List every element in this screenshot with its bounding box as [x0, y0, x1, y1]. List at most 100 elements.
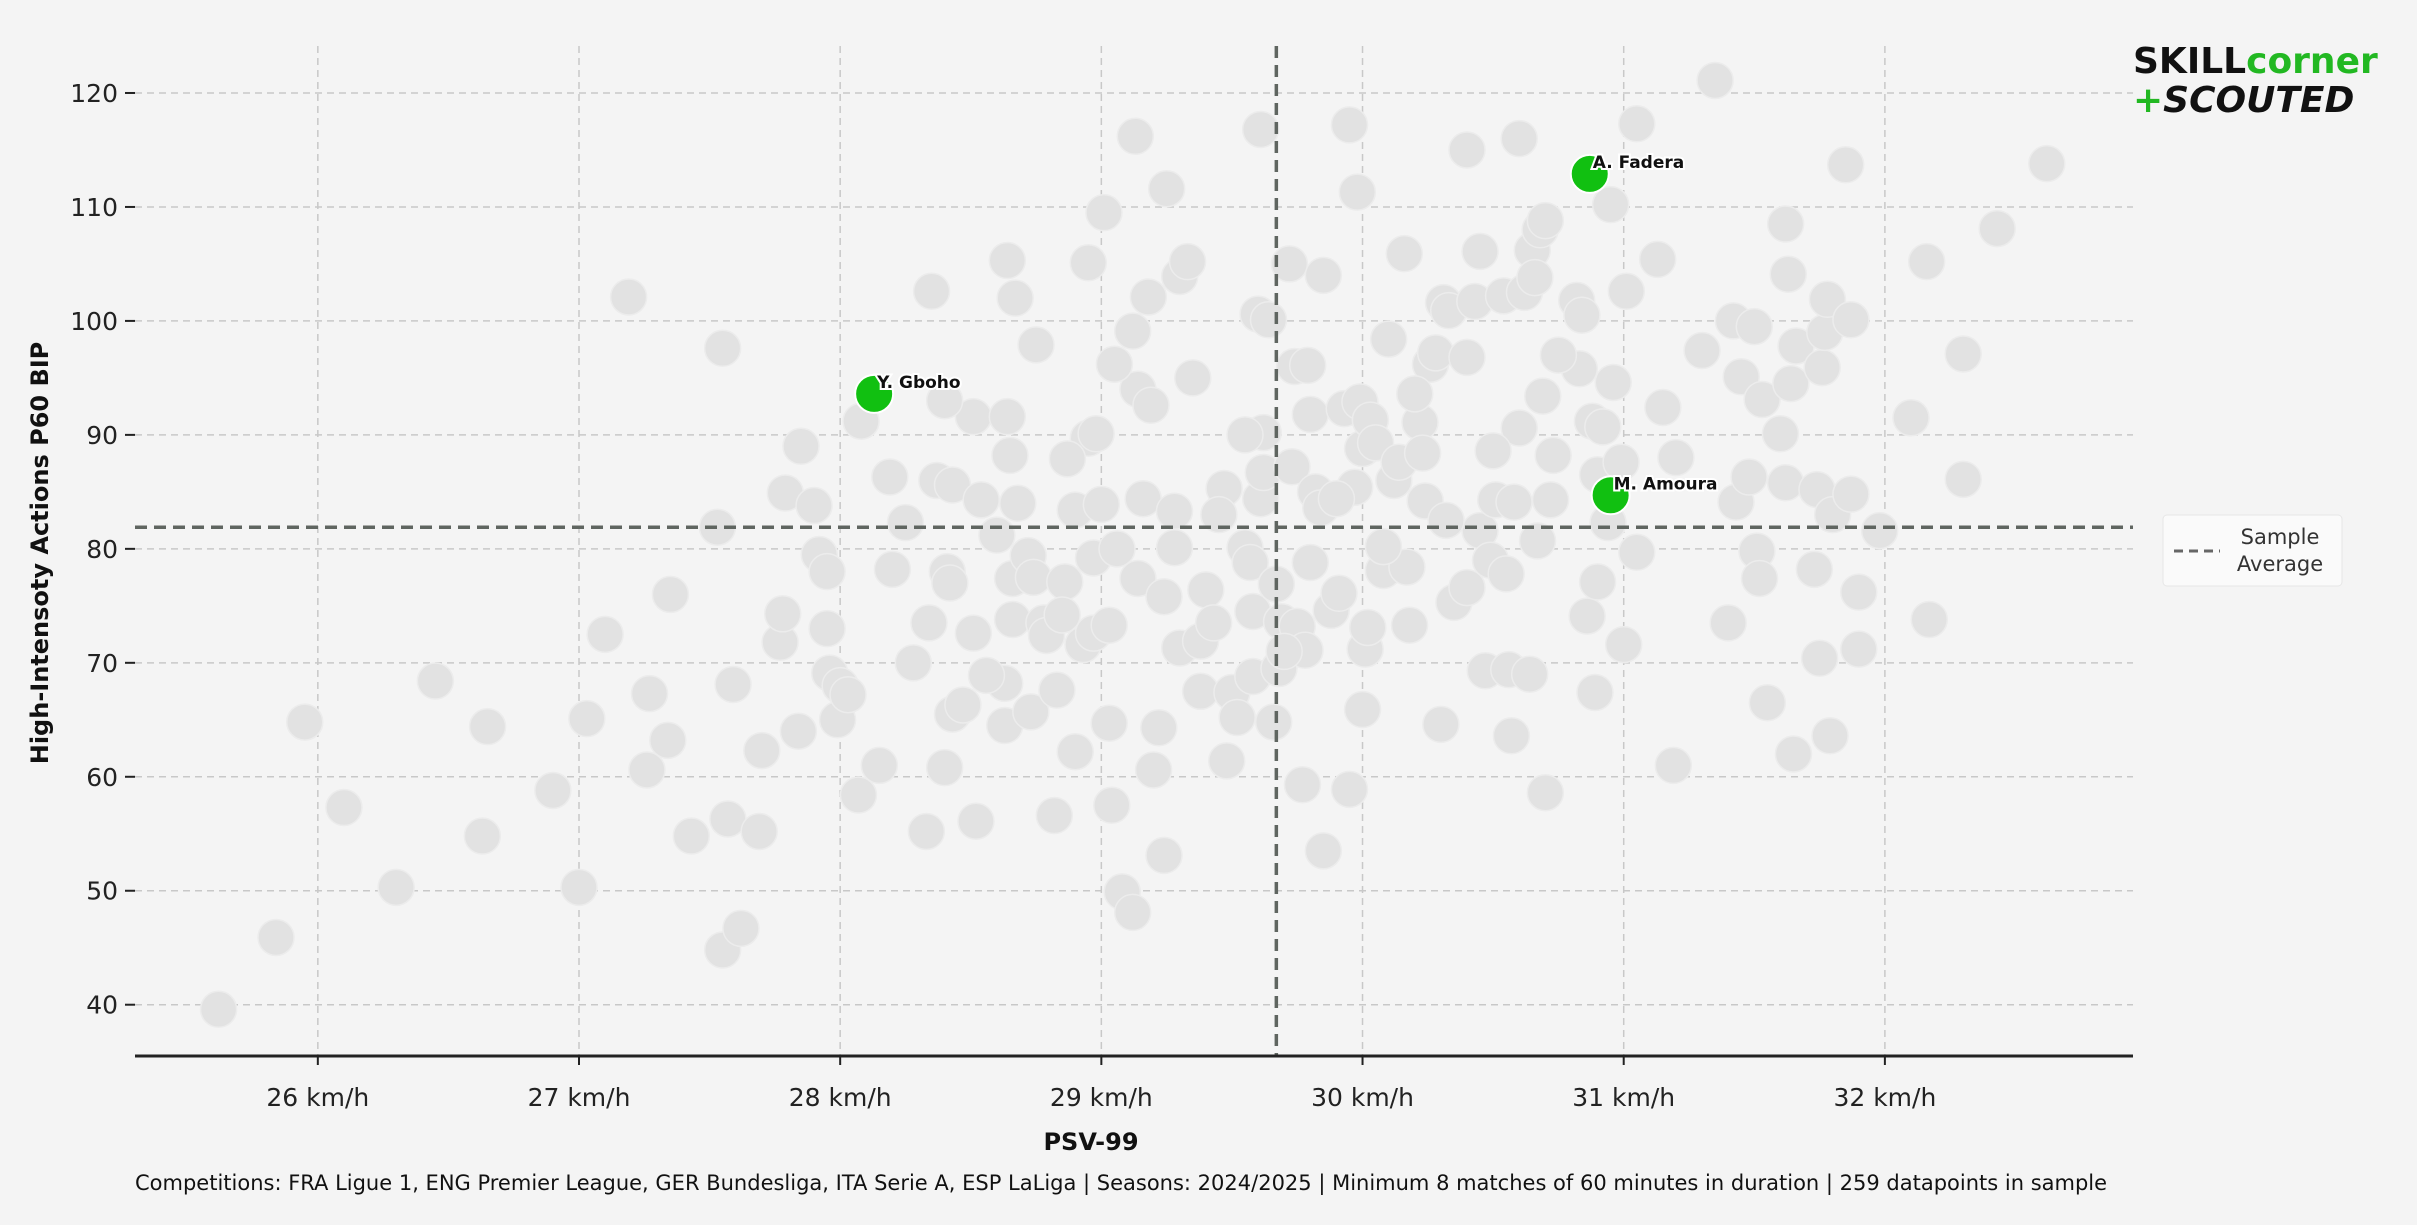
sample-point	[1591, 185, 1630, 224]
sample-point	[907, 812, 946, 851]
highlight-point	[1569, 153, 1610, 194]
sample-point	[1385, 234, 1424, 273]
sample-point	[1594, 363, 1633, 402]
sample-point	[763, 595, 802, 633]
sample-point	[1140, 709, 1178, 747]
sample-point	[1563, 296, 1601, 334]
sample-point	[1944, 460, 1982, 499]
logo-brand-a: SKILL	[2133, 41, 2246, 82]
sample-point	[628, 751, 666, 789]
legend-label-line1: Sample	[2241, 525, 2320, 549]
sample-point	[910, 604, 948, 642]
sample-point	[1181, 672, 1220, 711]
legend: Sample Average	[2162, 514, 2343, 587]
sample-point	[1448, 131, 1486, 169]
sample-point	[1338, 173, 1377, 211]
sample-point	[1735, 307, 1774, 346]
sample-point	[1774, 735, 1813, 773]
sample-point	[1422, 705, 1460, 744]
sample-point	[1098, 530, 1136, 568]
sample-point	[993, 600, 1032, 639]
sample-point	[1017, 326, 1055, 364]
sample-point	[1254, 703, 1293, 741]
sample-point	[416, 662, 455, 700]
sample-point	[1840, 630, 1878, 668]
sample-point	[996, 279, 1034, 317]
sample-point	[1273, 448, 1311, 486]
y-axis-title: High-Intensoty Actions P60 BIP	[26, 342, 54, 765]
sample-point	[1330, 770, 1369, 809]
sample-point	[1168, 242, 1207, 281]
sample-point	[1330, 106, 1369, 144]
highlight-label: A. Fadera	[1593, 153, 1685, 173]
sample-point	[672, 817, 711, 855]
sample-point	[1207, 742, 1246, 780]
sample-point	[988, 397, 1027, 436]
sample-point	[931, 564, 969, 602]
sample-point	[1604, 625, 1643, 664]
sample-point	[829, 675, 867, 714]
sample-point	[1769, 255, 1807, 293]
sample-point	[1270, 245, 1309, 283]
sample-point	[1683, 331, 1721, 370]
sample-point	[1364, 527, 1403, 566]
highlight-label: M. Amoura	[1614, 474, 1718, 494]
sample-point	[1369, 320, 1408, 358]
sample-point	[1249, 301, 1288, 339]
sample-point	[1576, 673, 1614, 712]
sample-point	[1487, 555, 1525, 593]
logo-partner: SCOUTED	[2163, 80, 2354, 121]
sample-point	[1510, 655, 1549, 693]
sample-point	[1448, 568, 1486, 607]
sample-point	[1772, 364, 1810, 403]
sample-point	[912, 272, 951, 311]
sample-point	[468, 707, 507, 746]
y-tick-label: 80	[86, 535, 118, 564]
legend-box	[2162, 514, 2343, 587]
sample-point	[1539, 336, 1578, 374]
sample-point	[1134, 751, 1173, 789]
sample-point	[779, 712, 818, 750]
sample-point	[743, 731, 781, 770]
sample-point	[714, 665, 752, 704]
x-ticks: 26 km/h 27 km/h 28 km/h 29 km/h 30 km/h 31 km…	[266, 1056, 1936, 1112]
sample-point	[1304, 256, 1343, 295]
sample-point	[1618, 533, 1656, 572]
sample-point	[886, 503, 925, 542]
sample-point	[1492, 717, 1531, 755]
y-tick-label: 100	[70, 307, 118, 336]
sample-point	[325, 788, 363, 827]
sample-point	[1174, 359, 1212, 397]
sample-point	[1090, 704, 1128, 742]
sample-point	[1518, 522, 1557, 560]
sample-point	[1832, 475, 1870, 513]
sample-point	[1200, 495, 1238, 534]
sample-point	[1304, 832, 1343, 870]
sample-point	[1531, 481, 1570, 519]
x-tick-label: 28 km/h	[789, 1083, 892, 1112]
sample-point	[1523, 377, 1562, 415]
sample-point	[1317, 479, 1356, 518]
sample-point	[1743, 380, 1781, 419]
sample-point	[1403, 434, 1442, 472]
sample-point	[1730, 458, 1768, 496]
sample-point	[1082, 485, 1121, 524]
sample-point	[1396, 375, 1434, 413]
sample-point	[630, 674, 669, 713]
sample-point	[1291, 395, 1330, 434]
sample-point	[740, 812, 778, 851]
sample-point	[1416, 334, 1455, 372]
sample-point	[534, 771, 572, 810]
sample-point	[2028, 144, 2066, 183]
x-tick-label: 29 km/h	[1050, 1083, 1153, 1112]
sample-points	[199, 61, 2066, 1029]
sample-point	[1038, 671, 1076, 709]
sample-point	[1803, 348, 1841, 387]
sample-point	[1638, 240, 1677, 279]
sample-point	[839, 776, 878, 814]
sample-point	[1500, 409, 1538, 447]
x-tick-label: 31 km/h	[1572, 1083, 1675, 1112]
sample-point	[1766, 205, 1805, 243]
sample-point	[1534, 436, 1572, 475]
sample-point	[957, 802, 995, 840]
